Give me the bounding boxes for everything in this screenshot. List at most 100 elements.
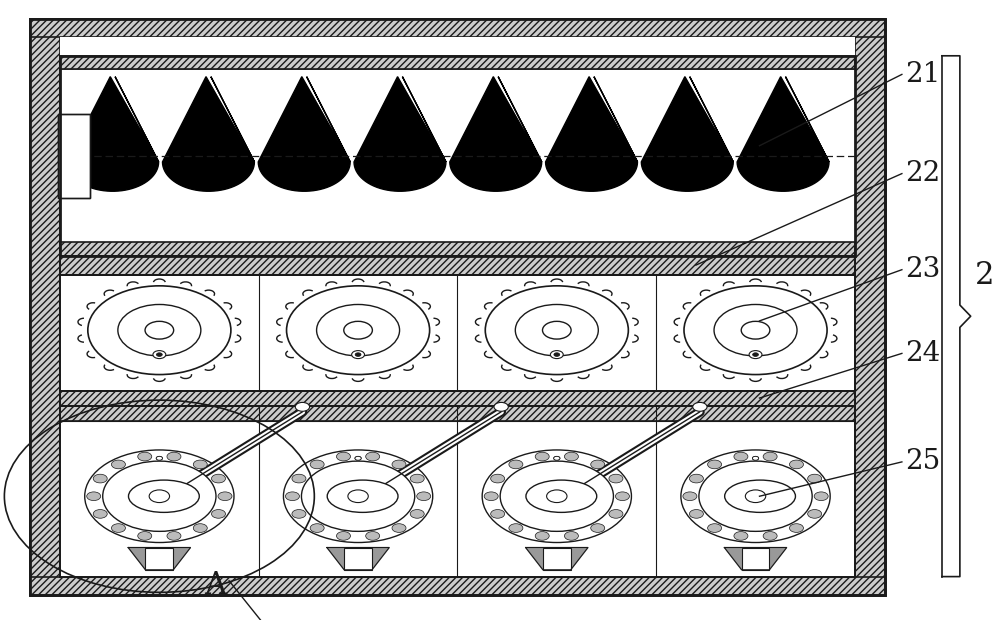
Bar [60, 275, 855, 391]
Text: 21: 21 [905, 61, 940, 88]
Ellipse shape [327, 480, 398, 512]
Bar [58, 113, 90, 198]
Circle shape [392, 460, 406, 469]
Circle shape [814, 492, 828, 500]
Circle shape [752, 456, 759, 460]
Bar [30, 19, 885, 595]
Circle shape [366, 452, 380, 461]
Circle shape [193, 460, 207, 469]
Circle shape [85, 450, 234, 542]
Circle shape [554, 456, 560, 460]
Bar [60, 56, 855, 255]
Text: 22: 22 [905, 160, 940, 187]
Circle shape [218, 492, 232, 500]
Circle shape [683, 492, 697, 500]
Circle shape [591, 460, 605, 469]
Circle shape [417, 492, 431, 500]
Bar [60, 56, 855, 69]
Polygon shape [354, 77, 446, 191]
Text: 24: 24 [905, 340, 940, 367]
Circle shape [689, 474, 703, 483]
Polygon shape [162, 77, 254, 191]
Circle shape [749, 350, 762, 358]
Circle shape [535, 531, 549, 540]
Circle shape [789, 524, 803, 533]
Polygon shape [327, 547, 389, 570]
Bar [30, 19, 885, 37]
Circle shape [283, 450, 433, 542]
Circle shape [153, 350, 166, 358]
Circle shape [752, 456, 759, 460]
Polygon shape [641, 77, 733, 191]
Circle shape [310, 460, 324, 469]
Circle shape [591, 524, 605, 533]
Text: A: A [204, 570, 226, 601]
Circle shape [93, 474, 107, 483]
Ellipse shape [128, 480, 199, 512]
Bar [60, 37, 855, 577]
Circle shape [734, 452, 748, 461]
Polygon shape [724, 547, 787, 570]
Circle shape [88, 286, 231, 374]
Bar [855, 19, 885, 595]
Bar [344, 547, 372, 570]
Circle shape [317, 304, 400, 356]
Polygon shape [258, 77, 350, 191]
Circle shape [138, 531, 152, 540]
Circle shape [554, 456, 560, 460]
Polygon shape [737, 77, 829, 191]
Circle shape [193, 524, 207, 533]
Circle shape [352, 350, 365, 358]
Bar [60, 242, 855, 255]
Circle shape [355, 456, 361, 460]
Circle shape [111, 460, 125, 469]
Circle shape [609, 510, 623, 518]
Circle shape [763, 531, 777, 540]
Polygon shape [546, 77, 637, 191]
Circle shape [292, 474, 306, 483]
Circle shape [684, 286, 827, 374]
Circle shape [789, 460, 803, 469]
Circle shape [211, 474, 225, 483]
Circle shape [485, 286, 628, 374]
Circle shape [708, 524, 722, 533]
Circle shape [336, 531, 350, 540]
Circle shape [681, 450, 830, 542]
Circle shape [808, 474, 822, 483]
Circle shape [392, 524, 406, 533]
Circle shape [103, 461, 216, 531]
Circle shape [355, 456, 361, 460]
Bar [60, 275, 855, 391]
Circle shape [355, 353, 361, 356]
Circle shape [745, 490, 766, 503]
Bar [30, 19, 60, 595]
Polygon shape [67, 77, 159, 191]
Ellipse shape [526, 480, 597, 512]
Circle shape [494, 402, 508, 411]
Circle shape [336, 452, 350, 461]
Circle shape [547, 490, 567, 503]
Circle shape [145, 321, 174, 339]
Bar [60, 391, 855, 405]
Circle shape [554, 353, 560, 356]
Circle shape [500, 461, 613, 531]
Circle shape [763, 452, 777, 461]
Circle shape [292, 510, 306, 518]
Polygon shape [128, 547, 191, 570]
Circle shape [615, 492, 629, 500]
Circle shape [491, 510, 505, 518]
Polygon shape [450, 77, 542, 191]
Circle shape [609, 474, 623, 483]
Bar [60, 405, 855, 577]
Circle shape [295, 402, 310, 411]
Circle shape [699, 461, 812, 531]
Bar [60, 405, 855, 577]
Circle shape [111, 524, 125, 533]
Circle shape [515, 304, 598, 356]
Circle shape [93, 510, 107, 518]
Circle shape [138, 452, 152, 461]
Circle shape [484, 492, 498, 500]
Circle shape [734, 531, 748, 540]
Circle shape [348, 490, 368, 503]
Bar [30, 577, 885, 595]
